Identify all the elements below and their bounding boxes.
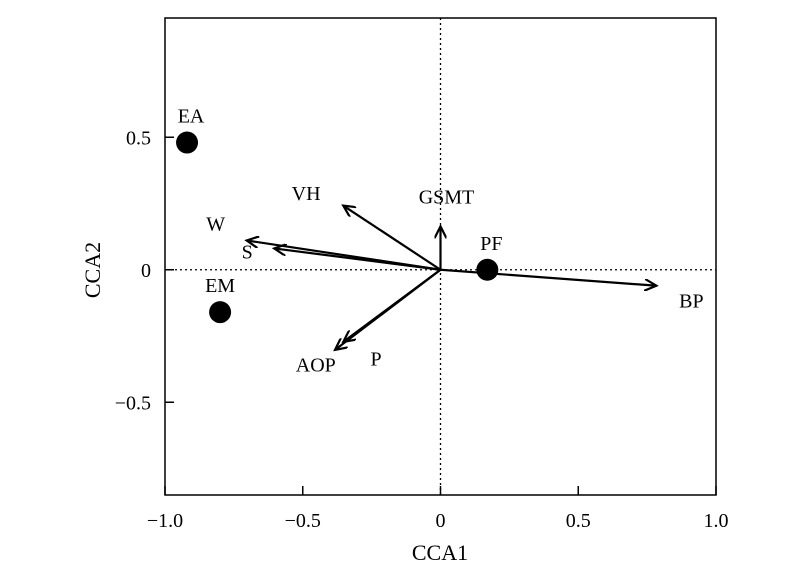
vector-bp: [440, 268, 656, 286]
vector-label-gsmt: GSMT: [419, 186, 475, 208]
point-ea: [176, 131, 199, 154]
x-tick-label: −1.0: [147, 510, 183, 532]
y-axis-title: CCA2: [80, 242, 105, 298]
x-tick-label: 0: [436, 510, 446, 532]
vector-label-p: P: [371, 348, 382, 370]
vectors: VH GSMT WS AOP P BP: [206, 183, 703, 376]
point-label-em: EM: [205, 275, 235, 297]
point-pf: [476, 258, 499, 281]
point-label-ea: EA: [178, 106, 205, 128]
point-label-pf: PF: [480, 233, 502, 255]
vector-label-vh: VH: [292, 183, 321, 205]
axis-ticks: −1.0 −0.5 0 0.5 1.0 −0.5 0 0.5: [115, 127, 729, 532]
vector-p: [344, 268, 442, 342]
vector-label-aop: AOP: [296, 354, 336, 376]
point-em: [209, 301, 232, 324]
y-tick-label: 0.5: [126, 127, 151, 149]
x-tick-label: −0.5: [285, 510, 321, 532]
y-tick-label: 0: [141, 260, 151, 282]
vector-vh: [344, 206, 442, 271]
vector-label-s: S: [242, 242, 253, 264]
x-axis-title: CCA1: [412, 540, 468, 565]
vector-label-w: W: [206, 214, 225, 236]
points: EA EM PF: [176, 106, 502, 324]
x-tick-label: 1.0: [704, 510, 729, 532]
vector-label-bp: BP: [679, 291, 703, 313]
vector-s: [275, 249, 441, 271]
x-tick-label: 0.5: [566, 510, 591, 532]
y-tick-label: −0.5: [115, 392, 151, 414]
